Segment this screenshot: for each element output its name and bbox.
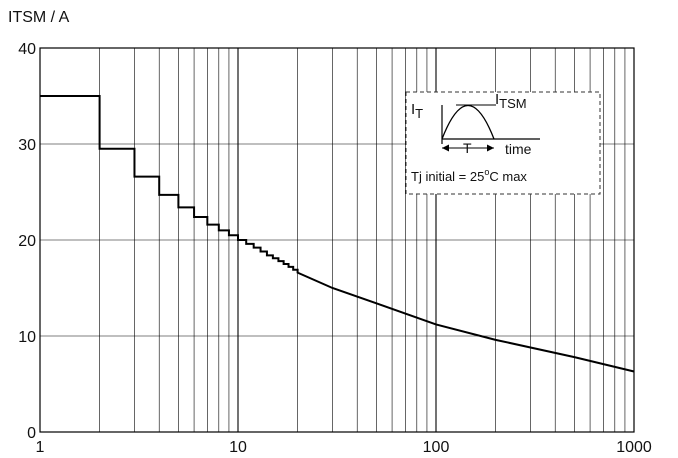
y-tick-label: 40 [18,41,36,58]
inset-time-label: time [505,141,532,157]
y-tick-label: 0 [27,425,36,442]
y-tick-label: 10 [18,329,36,346]
x-tick-label: 1 [36,439,45,456]
arrow-right-icon [487,144,494,152]
y-tick-label: 30 [18,137,36,154]
x-tick-label: 1000 [616,439,652,456]
y-axis-label: ITSM / A [8,9,70,26]
plot-frame [39,47,635,433]
inset-condition-label: Tj initial = 25oC max [411,167,527,184]
arrow-left-icon [442,144,449,152]
waveform-inset: IT ITSM T time Tj initial = 25oC max [405,91,601,195]
inset-current-label: IT [411,101,423,121]
y-tick-label: 20 [18,233,36,250]
half-sine-pulse [441,105,495,140]
inset-period-label: T [463,140,472,156]
x-tick-label: 100 [423,439,450,456]
surge-current-curve [40,95,635,373]
inset-box [405,91,601,195]
x-tick-label: 10 [229,439,247,456]
inset-peak-label: ITSM [495,91,527,111]
tick-labels: 1 10 100 1000 0 10 20 30 40 [18,41,652,456]
